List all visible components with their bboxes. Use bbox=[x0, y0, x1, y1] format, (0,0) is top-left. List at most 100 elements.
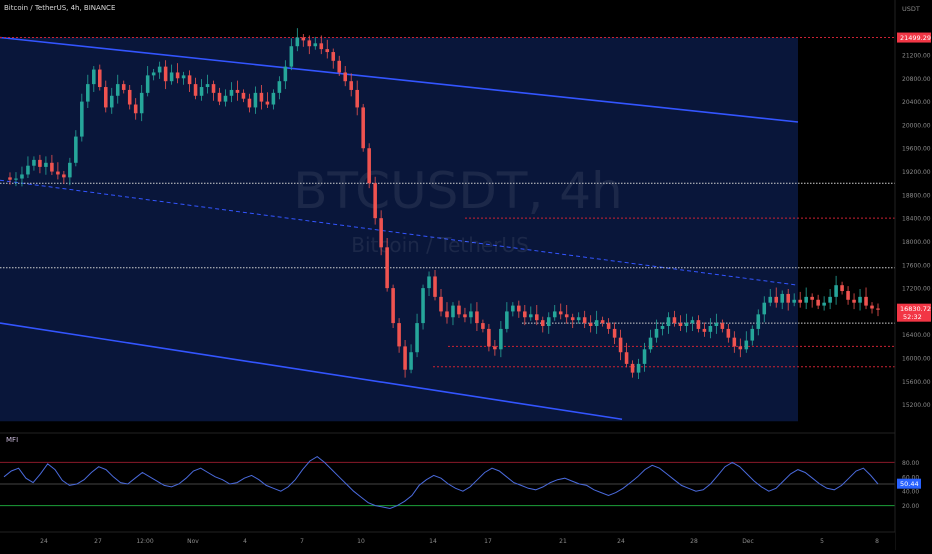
candle-body bbox=[247, 98, 252, 108]
candle-body bbox=[864, 296, 868, 306]
candle bbox=[349, 73, 353, 97]
candle bbox=[211, 80, 216, 101]
candle-body bbox=[816, 299, 820, 306]
candle-body bbox=[852, 299, 856, 303]
candle bbox=[235, 80, 240, 101]
watermark-ticker: BTCUSDT, 4h bbox=[293, 162, 623, 220]
candle-body bbox=[774, 296, 779, 303]
candle-body bbox=[313, 43, 318, 47]
candle-body bbox=[145, 75, 150, 93]
candle bbox=[415, 313, 419, 358]
candle bbox=[876, 303, 880, 317]
candle bbox=[469, 303, 473, 324]
candle-body bbox=[379, 218, 383, 248]
candle bbox=[217, 87, 222, 106]
candle bbox=[253, 86, 258, 114]
candle bbox=[50, 154, 54, 176]
candle bbox=[708, 318, 713, 339]
candle-body bbox=[74, 136, 78, 163]
candle bbox=[451, 302, 455, 326]
candle-body bbox=[846, 291, 850, 300]
candle bbox=[732, 331, 737, 353]
candle-body bbox=[558, 311, 563, 315]
candle bbox=[529, 306, 533, 321]
candle-body bbox=[517, 305, 521, 312]
oscillator-label: MFI bbox=[6, 436, 19, 444]
candle-body bbox=[876, 308, 880, 310]
y-tick-label: 16000.00 bbox=[902, 356, 931, 363]
candle bbox=[558, 303, 563, 320]
high-price-tag-text: 21499.29 bbox=[900, 34, 931, 42]
candle bbox=[810, 293, 814, 308]
candle-body bbox=[588, 323, 593, 326]
candle bbox=[391, 284, 395, 329]
candle bbox=[62, 170, 66, 184]
candle bbox=[307, 35, 312, 55]
candle bbox=[265, 92, 270, 109]
candle-body bbox=[235, 89, 240, 93]
candle-body bbox=[594, 320, 599, 326]
time-axis-bg bbox=[0, 532, 895, 550]
candle-body bbox=[175, 72, 180, 79]
x-tick-label: 24 bbox=[40, 538, 48, 545]
x-tick-label: 21 bbox=[559, 538, 567, 545]
candle bbox=[409, 344, 413, 374]
candle-body bbox=[355, 89, 359, 108]
candle-body bbox=[361, 107, 365, 149]
candle-body bbox=[648, 337, 653, 350]
x-tick-label: Nov bbox=[187, 538, 199, 545]
candle bbox=[14, 172, 18, 187]
candle bbox=[816, 294, 820, 310]
candle bbox=[487, 323, 491, 352]
candle-body bbox=[606, 323, 611, 329]
candle-body bbox=[840, 285, 844, 292]
candle bbox=[457, 300, 461, 318]
countdown-text: 52:32 bbox=[903, 313, 922, 321]
y-tick-label: 19600.00 bbox=[902, 146, 931, 153]
mfi-value-tag: 50.44 bbox=[897, 478, 921, 489]
candle-body bbox=[624, 352, 629, 364]
candle bbox=[828, 288, 832, 310]
x-tick-label: 28 bbox=[690, 538, 698, 545]
candle-body bbox=[642, 349, 647, 364]
candle-body bbox=[109, 95, 114, 108]
candle bbox=[373, 176, 377, 225]
candle bbox=[175, 63, 180, 84]
y-tick-label: 17600.00 bbox=[902, 262, 931, 269]
candle-body bbox=[798, 299, 802, 303]
candle bbox=[822, 296, 826, 311]
candle bbox=[648, 329, 653, 353]
candle-body bbox=[56, 171, 60, 175]
candle bbox=[546, 312, 551, 334]
last-price-tag-bg bbox=[897, 303, 931, 322]
candle bbox=[163, 60, 168, 90]
candle bbox=[331, 48, 336, 69]
candle bbox=[145, 66, 150, 97]
candle bbox=[421, 284, 425, 330]
candle bbox=[594, 310, 599, 334]
candle bbox=[277, 76, 282, 100]
candle bbox=[97, 64, 102, 91]
osc-y-tick-label: 20.00 bbox=[902, 503, 919, 510]
candle-body bbox=[469, 311, 473, 318]
candle-body bbox=[822, 302, 826, 306]
candle-body bbox=[169, 72, 174, 82]
candle bbox=[44, 156, 48, 175]
candle-body bbox=[762, 302, 767, 315]
candle-body bbox=[870, 305, 874, 309]
candle bbox=[570, 313, 575, 329]
candle bbox=[552, 305, 557, 321]
candle-body bbox=[373, 183, 377, 219]
candle-body bbox=[546, 317, 551, 326]
channel-upper-line bbox=[0, 36, 799, 123]
candle bbox=[672, 310, 677, 327]
candle bbox=[798, 291, 802, 308]
candle-body bbox=[612, 328, 617, 338]
x-tick-label: 14 bbox=[429, 538, 437, 545]
candle-body bbox=[564, 314, 569, 318]
candle bbox=[247, 93, 252, 113]
candle-body bbox=[445, 311, 449, 318]
candle-body bbox=[702, 328, 707, 332]
